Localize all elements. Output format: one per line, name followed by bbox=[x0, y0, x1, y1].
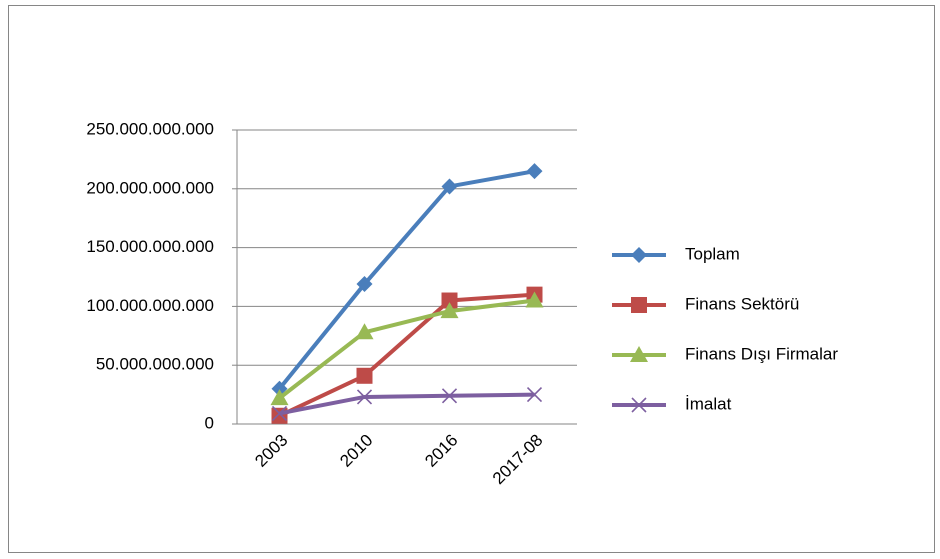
marker bbox=[356, 276, 373, 293]
legend-label: Finans Sektörü bbox=[685, 294, 799, 313]
marker bbox=[526, 387, 543, 403]
marker bbox=[356, 389, 373, 405]
y-tick-label: 150.000.000.000 bbox=[86, 237, 214, 256]
legend-label: Finans Dışı Firmalar bbox=[685, 344, 838, 363]
marker bbox=[441, 292, 458, 309]
marker bbox=[355, 323, 374, 340]
marker bbox=[525, 291, 544, 308]
marker bbox=[526, 163, 543, 180]
series-line bbox=[278, 292, 535, 418]
marker bbox=[440, 302, 459, 319]
y-tick-label: 250.000.000.000 bbox=[86, 119, 214, 138]
marker bbox=[441, 178, 458, 195]
legend-marker bbox=[631, 247, 647, 263]
y-tick-label: 0 bbox=[205, 413, 214, 432]
series-line bbox=[277, 169, 535, 390]
series-line bbox=[279, 392, 535, 416]
marker bbox=[271, 405, 288, 421]
marker bbox=[356, 367, 373, 384]
marker bbox=[270, 389, 289, 406]
series-line bbox=[278, 298, 535, 400]
y-tick-label: 100.000.000.000 bbox=[86, 296, 214, 315]
y-tick-label: 50.000.000.000 bbox=[96, 355, 214, 374]
legend-marker bbox=[631, 297, 647, 313]
legend-marker bbox=[630, 346, 648, 362]
marker bbox=[441, 388, 458, 404]
legend-marker bbox=[631, 397, 647, 413]
legend-label: Toplam bbox=[685, 244, 740, 263]
marker bbox=[271, 407, 288, 424]
legend-label: İmalat bbox=[685, 394, 732, 413]
chart-border bbox=[8, 5, 935, 553]
y-tick-label: 200.000.000.000 bbox=[86, 178, 214, 197]
